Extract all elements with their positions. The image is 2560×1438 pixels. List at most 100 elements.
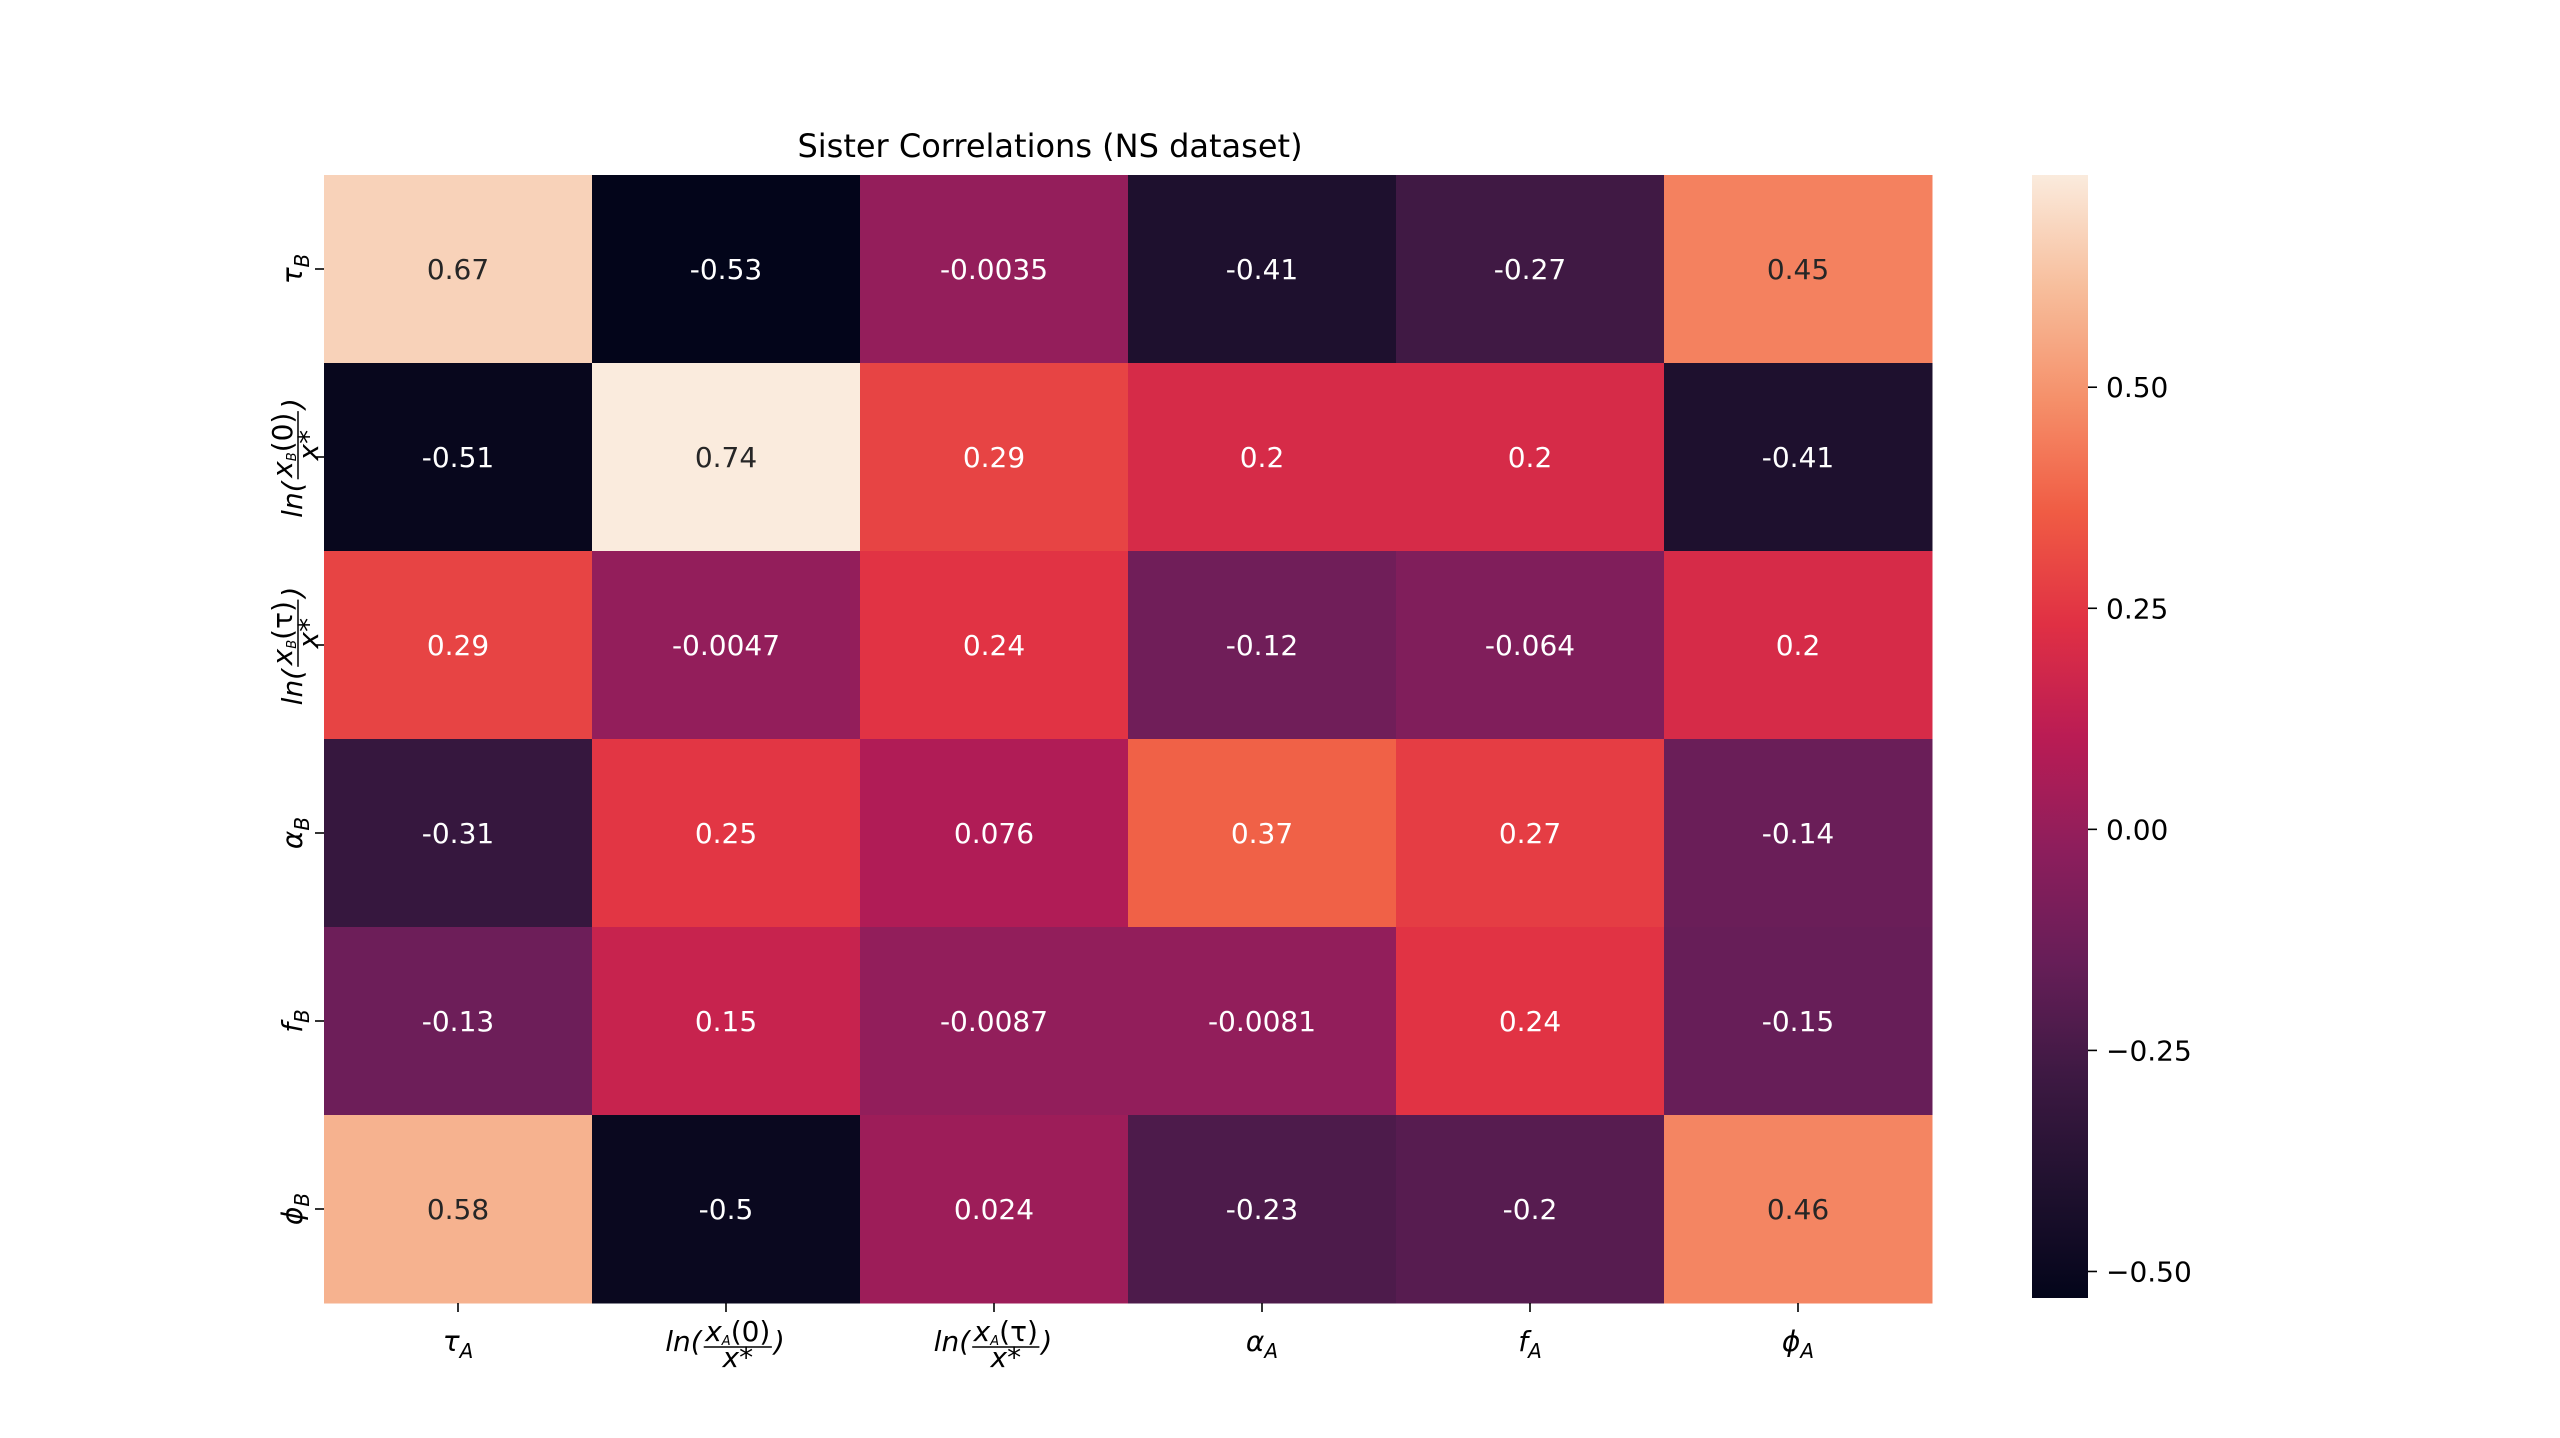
cell-value-label: 0.2 [1240,441,1285,474]
heatmap-cell [1396,739,1665,928]
cell-value-label: -0.0047 [672,629,780,662]
heatmap-cell [592,739,861,928]
cell-value-label: -0.31 [422,817,494,850]
cell-value-label: -0.12 [1226,629,1298,662]
cell-value-label: -0.0087 [940,1005,1048,1038]
tick-label: ϕB [276,1193,314,1225]
svg-text:fA: fA [1518,1325,1542,1363]
svg-text:τA: τA [443,1325,474,1363]
svg-text:ln(: ln( [934,1325,972,1358]
heatmap-cell [860,551,1129,740]
cell-value-label: -0.27 [1494,253,1566,286]
svg-text:τB: τB [276,254,314,285]
heatmap-cell [1664,1115,1933,1304]
svg-text:x*: x* [292,430,325,462]
heatmap-cell [1128,551,1397,740]
svg-text:ϕB: ϕB [276,1193,314,1225]
cell-value-label: -0.15 [1762,1005,1834,1038]
colorbar-tick-label: −0.25 [2106,1034,2192,1067]
heatmap-cell [1664,363,1933,552]
cell-value-label: 0.24 [963,629,1025,662]
heatmap-cell [1396,175,1665,364]
svg-text:xA(τ): xA(τ) [973,1315,1038,1349]
svg-text:αB: αB [276,817,314,849]
cell-value-label: -0.5 [699,1193,754,1226]
cell-value-label: -0.0035 [940,253,1048,286]
tick-label: ϕA [1782,1325,1814,1363]
tick-label: ln(xB(τ)x*) [266,587,325,706]
cell-value-label: 0.67 [427,253,489,286]
svg-text:): ) [772,1325,785,1358]
heatmap-cell [592,551,861,740]
cell-value-label: 0.2 [1776,629,1821,662]
cell-value-label: 0.45 [1767,253,1829,286]
heatmap-cell [324,1115,593,1304]
cell-value-label: 0.25 [695,817,757,850]
colorbar-tick-label: −0.50 [2106,1255,2192,1288]
colorbar: 0.50 0.25 0.00 −0.25 −0.50 [2032,175,2192,1298]
svg-text:x*: x* [292,618,325,650]
cell-value-label: 0.15 [695,1005,757,1038]
cell-value-label: -0.41 [1226,253,1298,286]
tick-label: ln(xA(τ)x*) [934,1315,1053,1374]
heatmap-cell [860,1115,1129,1304]
colorbar-tick-label: 0.00 [2106,813,2168,846]
svg-text:fB: fB [276,1009,314,1033]
svg-text:ln(: ln( [276,480,309,518]
svg-text:): ) [1039,1325,1052,1358]
heatmap-cell [324,175,593,364]
heatmap-cell [1128,363,1397,552]
heatmap-cell [1396,551,1665,740]
svg-text:ln(: ln( [665,1325,703,1358]
colorbar-gradient [2032,175,2088,1298]
tick-label: fB [276,1009,314,1033]
tick-label: ln(xA(0)x*) [665,1315,785,1374]
tick-label: τA [443,1325,474,1363]
cell-value-label: 0.024 [954,1193,1034,1226]
svg-text:ln(: ln( [276,668,309,706]
heatmap-cell [592,927,861,1116]
cell-value-label: 0.46 [1767,1193,1829,1226]
svg-text:xB(0): xB(0) [266,413,300,479]
tick-label: τB [276,254,314,285]
heatmap-cell [592,363,861,552]
heatmap-cell [592,175,861,364]
cell-value-label: -0.51 [422,441,494,474]
svg-text:): ) [276,587,309,600]
svg-text:x*: x* [990,1341,1022,1374]
heatmap-cell [324,363,593,552]
svg-text:): ) [276,398,309,411]
colorbar-tick-label: 0.25 [2106,592,2168,625]
svg-text:xA(0): xA(0) [704,1315,770,1349]
cell-value-label: 0.37 [1231,817,1293,850]
cell-value-label: 0.2 [1508,441,1553,474]
heatmap-cell [860,175,1129,364]
heatmap-cell [1396,363,1665,552]
svg-text:αA: αA [1246,1325,1278,1363]
chart-title: Sister Correlations (NS dataset) [797,127,1302,165]
svg-text:xB(τ): xB(τ) [266,601,300,666]
heatmap-cell [860,363,1129,552]
tick-label: fA [1518,1325,1542,1363]
cell-value-label: 0.58 [427,1193,489,1226]
heatmap-cell [324,551,593,740]
cell-value-label: -0.0081 [1208,1005,1316,1038]
heatmap-cell [860,927,1129,1116]
cell-value-label: -0.14 [1762,817,1834,850]
cell-value-label: -0.2 [1503,1193,1558,1226]
heatmap-cell [1128,175,1397,364]
heatmap-cell [324,927,593,1116]
heatmap-cell [860,739,1129,928]
heatmap-cell [1664,551,1933,740]
svg-text:x*: x* [722,1341,754,1374]
cell-value-label: 0.74 [695,441,757,474]
cell-value-label: 0.29 [963,441,1025,474]
cell-value-label: -0.41 [1762,441,1834,474]
tick-label: αA [1246,1325,1278,1363]
heatmap-cell [1664,175,1933,364]
heatmap-cell [592,1115,861,1304]
svg-text:ϕA: ϕA [1782,1325,1814,1363]
colorbar-tick-label: 0.50 [2106,371,2168,404]
